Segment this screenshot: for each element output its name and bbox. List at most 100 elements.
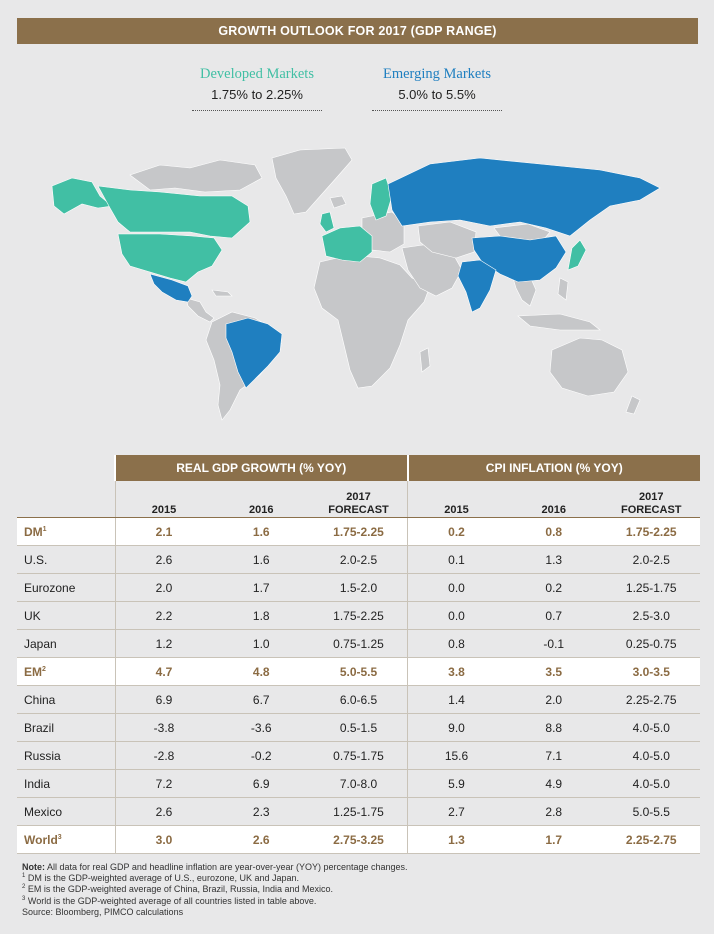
- row-label: Eurozone: [17, 573, 115, 602]
- column-header: 2015: [407, 481, 505, 518]
- table-cell: 0.0: [407, 601, 505, 630]
- column-header-line2: 2016: [249, 504, 274, 516]
- table-cell: 1.2: [114, 629, 213, 658]
- table-cell: 1.25-1.75: [310, 797, 408, 826]
- row-label-text: U.S.: [24, 552, 48, 567]
- table-cell: 0.75-1.75: [310, 741, 408, 770]
- caribbean-shape: [211, 289, 233, 297]
- uk-shape: [319, 211, 335, 233]
- row-label-text: UK: [24, 608, 41, 623]
- legend-developed-range: 1.75% to 2.25%: [211, 87, 303, 102]
- table-cell: 7.1: [505, 741, 603, 770]
- table-cell: 6.9: [114, 685, 213, 714]
- row-label: Japan: [17, 629, 115, 658]
- row-label: EM2: [17, 657, 115, 686]
- table-cell: 7.2: [114, 769, 213, 798]
- row-label: UK: [17, 601, 115, 630]
- table-cell: 5.0-5.5: [310, 657, 408, 686]
- map-developed-markets: [51, 177, 587, 283]
- alaska-shape: [51, 177, 113, 215]
- group-header-cpi: CPI INFLATION (% YOY): [406, 455, 700, 481]
- row-label: Russia: [17, 741, 115, 770]
- table-cell: 0.25-0.75: [602, 629, 700, 658]
- row-label-text: DM: [24, 524, 43, 539]
- new-zealand-shape: [625, 395, 641, 415]
- row-label-text: Brazil: [24, 720, 55, 735]
- brazil-shape: [225, 317, 283, 389]
- table-cell: 0.5-1.5: [310, 713, 408, 742]
- column-header-blank: [17, 481, 115, 518]
- table-cell: 2.6: [212, 825, 310, 854]
- table-cell: -0.2: [212, 741, 310, 770]
- column-header-line2: FORECAST: [621, 504, 682, 516]
- column-header: 2016: [212, 481, 310, 518]
- greenland-shape: [271, 147, 353, 215]
- table-cell: 1.7: [505, 825, 603, 854]
- column-header-line2: FORECAST: [328, 504, 389, 516]
- column-header-line2: 2015: [151, 504, 177, 516]
- column-header: 2017 FORECAST: [602, 481, 700, 518]
- group-header-row: REAL GDP GROWTH (% YOY) CPI INFLATION (%…: [17, 455, 700, 481]
- table-cell: 3.5: [505, 657, 603, 686]
- philippines-shape: [557, 277, 569, 301]
- table-row: Brazil -3.8 -3.6 0.5-1.5 9.0 8.8 4.0-5.0: [17, 713, 700, 742]
- table-cell: 5.0-5.5: [602, 797, 700, 826]
- table-cell: 2.75-3.25: [310, 825, 408, 854]
- table-cell: 1.0: [212, 629, 310, 658]
- table-row: EM2 4.7 4.8 5.0-5.5 3.8 3.5 3.0-3.5: [17, 657, 700, 686]
- table-cell: 2.0-2.5: [310, 545, 408, 574]
- table-cell: 9.0: [407, 713, 505, 742]
- table-cell: 2.0-2.5: [602, 545, 700, 574]
- table-cell: 7.0-8.0: [310, 769, 408, 798]
- table-row: India 7.2 6.9 7.0-8.0 5.9 4.9 4.0-5.0: [17, 769, 700, 798]
- table-cell: 0.8: [407, 629, 505, 658]
- table-cell: 2.2: [114, 601, 213, 630]
- table-cell: 1.6: [212, 545, 310, 574]
- table-cell: 1.5-2.0: [310, 573, 408, 602]
- column-header: 2016: [505, 481, 603, 518]
- row-label-text: Russia: [24, 748, 61, 763]
- footnote-mark: 3: [22, 895, 26, 902]
- table-cell: 4.0-5.0: [602, 713, 700, 742]
- table-cell: 2.0: [114, 573, 213, 602]
- table-cell: 4.9: [505, 769, 603, 798]
- footnote-text: World is the GDP-weighted average of all…: [27, 895, 317, 906]
- table-cell: 4.0-5.0: [602, 769, 700, 798]
- row-label: India: [17, 769, 115, 798]
- scandinavia-shape: [369, 177, 393, 221]
- source-line: Source: Bloomberg, PIMCO calculations: [22, 906, 184, 917]
- table-row: Mexico 2.6 2.3 1.25-1.75 2.7 2.8 5.0-5.5: [17, 797, 700, 826]
- table-cell: 1.75-2.25: [310, 517, 408, 546]
- central-america-shape: [185, 297, 215, 323]
- table-row: Eurozone 2.0 1.7 1.5-2.0 0.0 0.2 1.25-1.75: [17, 573, 700, 602]
- row-label: U.S.: [17, 545, 115, 574]
- arctic-islands-shape: [129, 159, 263, 193]
- table-cell: 0.1: [407, 545, 505, 574]
- table-cell: -3.6: [212, 713, 310, 742]
- table-cell: 1.6: [212, 517, 310, 546]
- table-cell: 1.8: [212, 601, 310, 630]
- footnote-3: 3 World is the GDP-weighted average of a…: [22, 896, 692, 907]
- legend-emerging-range: 5.0% to 5.5%: [398, 87, 476, 102]
- table-cell: 4.0-5.0: [602, 741, 700, 770]
- usa-shape: [117, 233, 223, 283]
- table-cell: 1.4: [407, 685, 505, 714]
- table-cell: 2.0: [505, 685, 603, 714]
- table-cell: 6.0-6.5: [310, 685, 408, 714]
- legend-emerging-name: Emerging Markets: [382, 66, 492, 82]
- row-label-text: India: [24, 776, 51, 791]
- column-header-line2: 2016: [541, 504, 566, 516]
- column-header: 2017 FORECAST: [310, 481, 408, 518]
- footnote-text: DM is the GDP-weighted average of U.S., …: [27, 873, 300, 884]
- table-row: Russia -2.8 -0.2 0.75-1.75 15.6 7.1 4.0-5.0: [17, 741, 700, 770]
- table-cell: 5.9: [407, 769, 505, 798]
- australia-shape: [549, 337, 629, 397]
- table-cell: 6.7: [212, 685, 310, 714]
- table-cell: 4.7: [114, 657, 213, 686]
- table-row: China 6.9 6.7 6.0-6.5 1.4 2.0 2.25-2.75: [17, 685, 700, 714]
- data-table: REAL GDP GROWTH (% YOY) CPI INFLATION (%…: [17, 455, 700, 854]
- table-cell: 0.0: [407, 573, 505, 602]
- chart-title: GROWTH OUTLOOK FOR 2017 (GDP RANGE): [17, 18, 698, 44]
- map-emerging-markets: [149, 157, 661, 389]
- russia-shape: [387, 157, 661, 237]
